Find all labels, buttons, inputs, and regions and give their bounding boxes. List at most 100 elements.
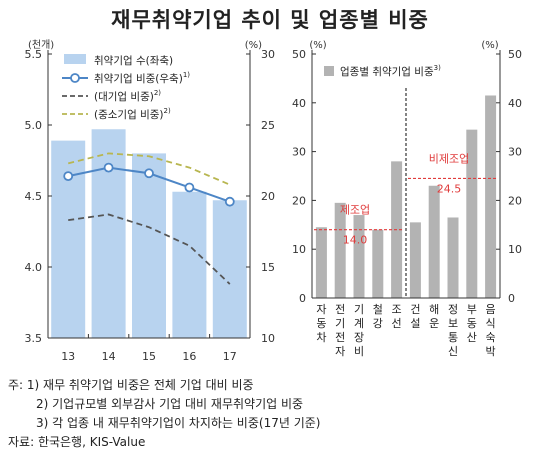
left-y2tick-label: 10 xyxy=(261,332,275,345)
left-unit2-label: (%) xyxy=(245,40,262,51)
right-xtick-label-char: 자 xyxy=(335,345,345,358)
bar-count-14 xyxy=(91,129,126,338)
annotation-nonmanufacturing-label: 비제조업 xyxy=(429,152,469,165)
annotation-nonmanufacturing-value: 24.5 xyxy=(437,182,462,195)
bar-count-17 xyxy=(212,200,247,338)
bar-industry-1 xyxy=(334,202,346,298)
left-xtick-label: 16 xyxy=(182,350,196,363)
right-xtick-label-char: 선 xyxy=(392,317,402,330)
right-y2tick-label: 40 xyxy=(508,97,522,110)
right-ytick-label: 0 xyxy=(299,292,306,305)
point-share-14 xyxy=(103,162,114,173)
legend-swatch-share-marker xyxy=(70,73,80,83)
right-xtick-label-char: 조 xyxy=(392,303,402,316)
legend-label-4: (중소기업 비중)2) xyxy=(94,107,171,121)
right-xtick-label-char: 기 xyxy=(335,317,345,330)
right-xtick-label-char: 건 xyxy=(410,303,420,316)
right-xtick-label-char: 운 xyxy=(429,317,439,330)
right-xtick-label-char: 철 xyxy=(373,303,383,316)
right-xtick-label-char: 기 xyxy=(354,303,364,316)
annotation-manufacturing-value: 14.0 xyxy=(343,234,368,247)
legend-label-industry: 업종별 취약기업 비중3) xyxy=(340,64,441,78)
bar-industry-8 xyxy=(466,129,478,298)
bar-industry-9 xyxy=(485,95,497,298)
bar-industry-3 xyxy=(372,229,384,298)
series-line-2 xyxy=(68,213,231,285)
bar-count-15 xyxy=(132,153,166,338)
chart-title: 재무취약기업 추이 및 업종별 비중 xyxy=(111,8,429,32)
right-xtick-label-char: 차 xyxy=(316,331,326,344)
legend-label-2: 취약기업 비중(우축)1) xyxy=(94,71,190,85)
right-xtick-label-char: 음 xyxy=(486,303,496,316)
bar-count-16 xyxy=(172,191,207,338)
left-ytick-label: 3.5 xyxy=(25,332,43,345)
left-xtick-label: 15 xyxy=(142,350,156,363)
note-source: 자료: 한국은행, KIS-Value xyxy=(8,435,146,449)
right-ytick-label: 20 xyxy=(292,194,306,207)
right-xtick-label-char: 숙 xyxy=(486,331,496,344)
point-share-16 xyxy=(184,182,195,193)
legend-swatch-industry xyxy=(324,66,334,76)
footnotes: 주: 1) 재무 취약기업 비중은 전체 기업 대비 비중 2) 기업규모별 외… xyxy=(8,376,320,452)
point-share-15 xyxy=(144,168,154,179)
right-xtick-label-char: 비 xyxy=(354,345,364,358)
right-xtick-label-char: 강 xyxy=(373,317,383,330)
left-xtick-label: 14 xyxy=(102,350,116,363)
right-xtick-label-char: 전 xyxy=(335,331,345,344)
left-xtick-label: 13 xyxy=(61,350,75,363)
left-y2tick-label: 15 xyxy=(261,261,275,274)
right-xtick-label-char: 부 xyxy=(467,303,477,316)
point-share-13 xyxy=(63,171,74,182)
legend-label-3: (대기업 비중)2) xyxy=(94,89,161,103)
bar-industry-6 xyxy=(428,185,440,298)
left-ytick-label: 5.0 xyxy=(25,119,43,132)
right-xtick-label-char: 전 xyxy=(335,303,345,316)
left-y2tick-label: 20 xyxy=(261,190,275,203)
right-xtick-label-char: 산 xyxy=(467,331,477,344)
note-2: 2) 기업규모별 외부감사 기업 대비 재무취약기업 비중 xyxy=(36,397,304,411)
right-ytick-label: 30 xyxy=(292,146,306,159)
right-y2tick-label: 0 xyxy=(508,292,515,305)
right-xtick-label-char: 해 xyxy=(429,302,439,316)
left-ytick-label: 4.5 xyxy=(25,190,43,203)
right-xtick-label-char: 정 xyxy=(448,303,458,316)
right-xtick-label-char: 자 xyxy=(316,303,326,316)
point-share-17 xyxy=(224,196,235,207)
right-xtick-label-char: 설 xyxy=(410,317,420,330)
right-xtick-label-char: 동 xyxy=(467,317,477,330)
note-1: 주: 1) 재무 취약기업 비중은 전체 기업 대비 비중 xyxy=(8,378,254,392)
bar-count-13 xyxy=(51,140,86,338)
bar-industry-7 xyxy=(447,217,459,298)
left-y2tick-label: 30 xyxy=(261,48,275,61)
right-ytick-label: 40 xyxy=(292,97,306,110)
bar-industry-0 xyxy=(315,227,327,298)
left-ytick-label: 4.0 xyxy=(25,261,43,274)
right-unit-label: (%) xyxy=(309,40,326,51)
series-line-3 xyxy=(67,152,231,186)
annotation-manufacturing-label: 제조업 xyxy=(340,204,370,217)
right-y2tick-label: 30 xyxy=(508,146,522,159)
right-ytick-label: 50 xyxy=(292,48,306,61)
left-ytick-label: 5.5 xyxy=(25,48,43,61)
bar-industry-5 xyxy=(409,222,421,298)
right-xtick-label-char: 동 xyxy=(316,317,326,330)
legend-swatch-count xyxy=(64,54,86,64)
left-xtick-label: 17 xyxy=(223,350,237,363)
right-xtick-label-char: 계 xyxy=(354,317,364,330)
right-xtick-label-char: 통 xyxy=(448,331,458,344)
left-unit-label: (천개) xyxy=(28,39,54,51)
bar-industry-2 xyxy=(353,215,365,298)
right-xtick-label-char: 박 xyxy=(486,345,496,358)
right-y2tick-label: 20 xyxy=(508,194,522,207)
right-y2tick-label: 10 xyxy=(508,243,522,256)
right-ytick-label: 10 xyxy=(292,243,306,256)
right-unit2-label: (%) xyxy=(481,40,498,51)
left-y2tick-label: 25 xyxy=(261,119,275,132)
right-xtick-label-char: 신 xyxy=(448,345,458,358)
right-xtick-label-char: 보 xyxy=(448,317,458,330)
legend-label-1: 취약기업 수(좌축) xyxy=(94,54,173,67)
note-3: 3) 각 업종 내 재무취약기업이 차지하는 비중(17년 기준) xyxy=(36,416,321,430)
right-xtick-label-char: 식 xyxy=(486,317,496,330)
right-y2tick-label: 50 xyxy=(508,48,522,61)
